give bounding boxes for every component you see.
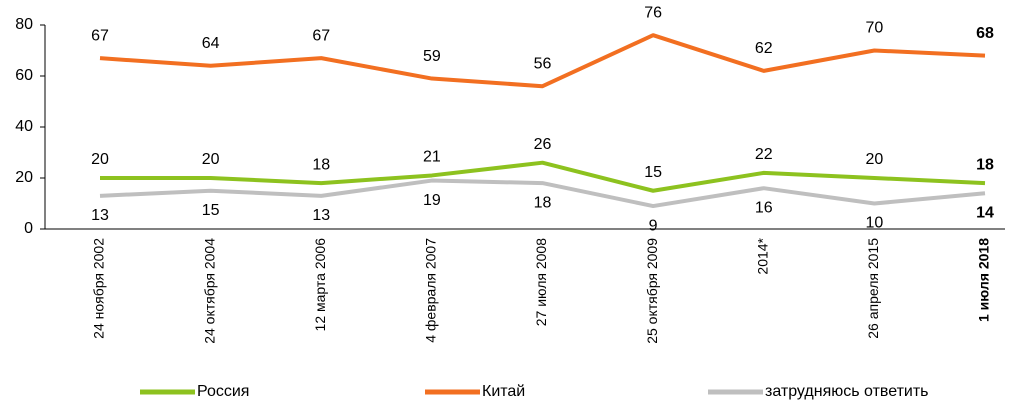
data-label: 68 bbox=[976, 25, 994, 42]
x-tick-label: 24 октября 2004 bbox=[201, 238, 217, 344]
x-tick-label: 24 ноября 2002 bbox=[91, 238, 107, 339]
series-line bbox=[100, 160, 986, 193]
legend-label: Китай bbox=[482, 383, 525, 400]
data-label: 20 bbox=[202, 151, 220, 168]
data-label: 76 bbox=[644, 4, 662, 21]
legend-label: Россия bbox=[197, 383, 249, 400]
x-tick-label: 25 октября 2009 bbox=[644, 238, 660, 344]
x-tick-label: 27 июля 2008 bbox=[533, 238, 549, 326]
series-line bbox=[99, 178, 986, 209]
x-tick-label: 12 марта 2006 bbox=[312, 238, 328, 332]
data-label: 70 bbox=[865, 20, 883, 37]
data-label: 64 bbox=[202, 35, 220, 52]
data-label: 22 bbox=[755, 146, 773, 163]
data-label: 26 bbox=[534, 136, 552, 153]
y-tick-label: 60 bbox=[15, 67, 33, 84]
data-label: 20 bbox=[91, 151, 109, 168]
legend-label: затрудняюсь ответить bbox=[765, 383, 929, 400]
data-label: 15 bbox=[202, 202, 220, 219]
data-label: 18 bbox=[976, 156, 994, 173]
y-tick-label: 40 bbox=[15, 118, 33, 135]
data-label: 67 bbox=[312, 27, 330, 44]
series-line bbox=[99, 33, 986, 89]
y-tick-label: 0 bbox=[24, 220, 33, 237]
data-label: 15 bbox=[644, 164, 662, 181]
data-label: 19 bbox=[423, 192, 441, 209]
x-tick-label: 26 апреля 2015 bbox=[865, 238, 881, 339]
data-label: 67 bbox=[91, 27, 109, 44]
data-label: 16 bbox=[755, 199, 773, 216]
data-label: 18 bbox=[534, 194, 552, 211]
data-label: 21 bbox=[423, 149, 441, 166]
y-tick-label: 20 bbox=[15, 169, 33, 186]
data-label: 56 bbox=[534, 55, 552, 72]
data-label: 20 bbox=[865, 151, 883, 168]
data-label: 13 bbox=[312, 207, 330, 224]
x-tick-label: 4 февраля 2007 bbox=[423, 238, 439, 343]
data-label: 9 bbox=[649, 217, 658, 234]
data-label: 18 bbox=[312, 156, 330, 173]
x-tick-label: 2014* bbox=[754, 237, 770, 274]
data-label: 10 bbox=[865, 215, 883, 232]
data-label: 13 bbox=[91, 207, 109, 224]
data-label: 62 bbox=[755, 40, 773, 57]
y-tick-label: 80 bbox=[15, 16, 33, 33]
data-label: 59 bbox=[423, 48, 441, 65]
data-label: 14 bbox=[976, 205, 994, 222]
x-tick-label: 1 июля 2018 bbox=[976, 238, 992, 322]
